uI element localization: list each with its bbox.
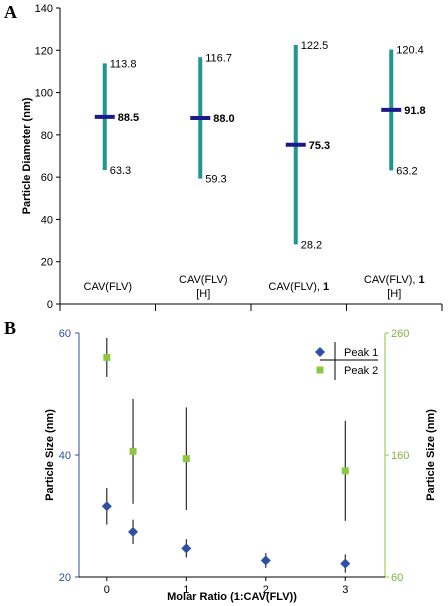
y-tick-label: 100 — [35, 88, 53, 100]
high-value-label: 120.4 — [396, 44, 424, 56]
peak2-point — [129, 447, 137, 455]
category-label-line2: [H] — [196, 288, 210, 300]
mean-value-label: 91.8 — [404, 105, 425, 117]
panel-a-range-chart: 0 20 40 60 80 100 120 140 Particle Diameter (nm)… — [21, 3, 443, 311]
category-label-bold: 1 — [418, 274, 424, 286]
high-value-label: 113.8 — [110, 58, 137, 70]
x-tick-label: 3 — [342, 584, 348, 596]
category-label-text: CAV(FLV), — [268, 281, 323, 293]
peak1-point — [128, 526, 139, 537]
y-tick-label: 40 — [41, 214, 53, 226]
category-label-bold: 1 — [323, 281, 329, 293]
panel-b-scatter-chart: 20 40 60 60 160 260 0 1 2 3 Molar Ratio (1:CAV(FLV… — [44, 328, 437, 603]
category-label: CAV(FLV), 1 — [364, 274, 425, 286]
peak1-point — [260, 555, 271, 566]
peak2-point — [103, 353, 111, 361]
left-y-tick-label: 60 — [59, 328, 71, 340]
peak1-point — [181, 543, 192, 554]
high-value-label: 116.7 — [205, 52, 232, 64]
low-value-label: 63.2 — [396, 165, 417, 177]
legend-peak2-label: Peak 2 — [344, 365, 378, 377]
y-tick-label: 60 — [41, 172, 53, 184]
x-tick-label: 1 — [183, 584, 189, 596]
right-y-tick-label: 60 — [391, 572, 403, 584]
category-label-line2: [H] — [387, 288, 401, 300]
panel-b-letter: B — [4, 318, 16, 338]
category-label-text: CAV(FLV) — [84, 281, 133, 293]
x-axis-title: Molar Ratio (1:CAV(FLV)) — [167, 591, 297, 603]
high-value-label: 122.5 — [301, 40, 329, 52]
legend-peak1-label: Peak 1 — [344, 347, 378, 359]
peak2-point — [182, 455, 190, 463]
x-tick-label: 0 — [104, 584, 110, 596]
y-tick-label: 80 — [41, 130, 53, 142]
x-tick-label: 2 — [263, 584, 269, 596]
left-y-axis-title: Particle Size (nm) — [44, 409, 56, 501]
mean-value-label: 75.3 — [309, 140, 330, 152]
mean-value-label: 88.0 — [213, 113, 234, 125]
category-label: CAV(FLV), 1 — [268, 281, 329, 293]
low-value-label: 59.3 — [205, 174, 226, 186]
y-tick-label: 120 — [35, 45, 53, 57]
right-y-axis-title: Particle Size (nm) — [425, 409, 437, 501]
low-value-label: 63.3 — [110, 165, 131, 177]
right-y-tick-label: 160 — [391, 450, 409, 462]
peak1-point — [340, 558, 351, 569]
y-axis-title: Particle Diameter (nm) — [21, 97, 33, 214]
category-label: CAV(FLV) — [84, 281, 133, 293]
left-y-tick-label: 40 — [59, 450, 71, 462]
peak2-point — [341, 467, 349, 475]
y-tick-label: 20 — [41, 257, 53, 269]
y-tick-label: 140 — [35, 3, 53, 15]
left-y-tick-label: 20 — [59, 572, 71, 584]
category-label: CAV(FLV) — [179, 274, 228, 286]
category-label-text: CAV(FLV), — [364, 274, 419, 286]
category-label-text: CAV(FLV) — [179, 274, 228, 286]
panel-a-letter: A — [4, 2, 17, 22]
low-value-label: 28.2 — [301, 239, 322, 251]
legend-peak1-marker — [315, 347, 325, 357]
mean-value-label: 88.5 — [118, 112, 139, 124]
legend-peak2-marker — [316, 366, 324, 374]
y-tick-label: 0 — [47, 299, 53, 311]
right-y-tick-label: 260 — [391, 328, 409, 340]
peak1-point — [101, 501, 112, 512]
